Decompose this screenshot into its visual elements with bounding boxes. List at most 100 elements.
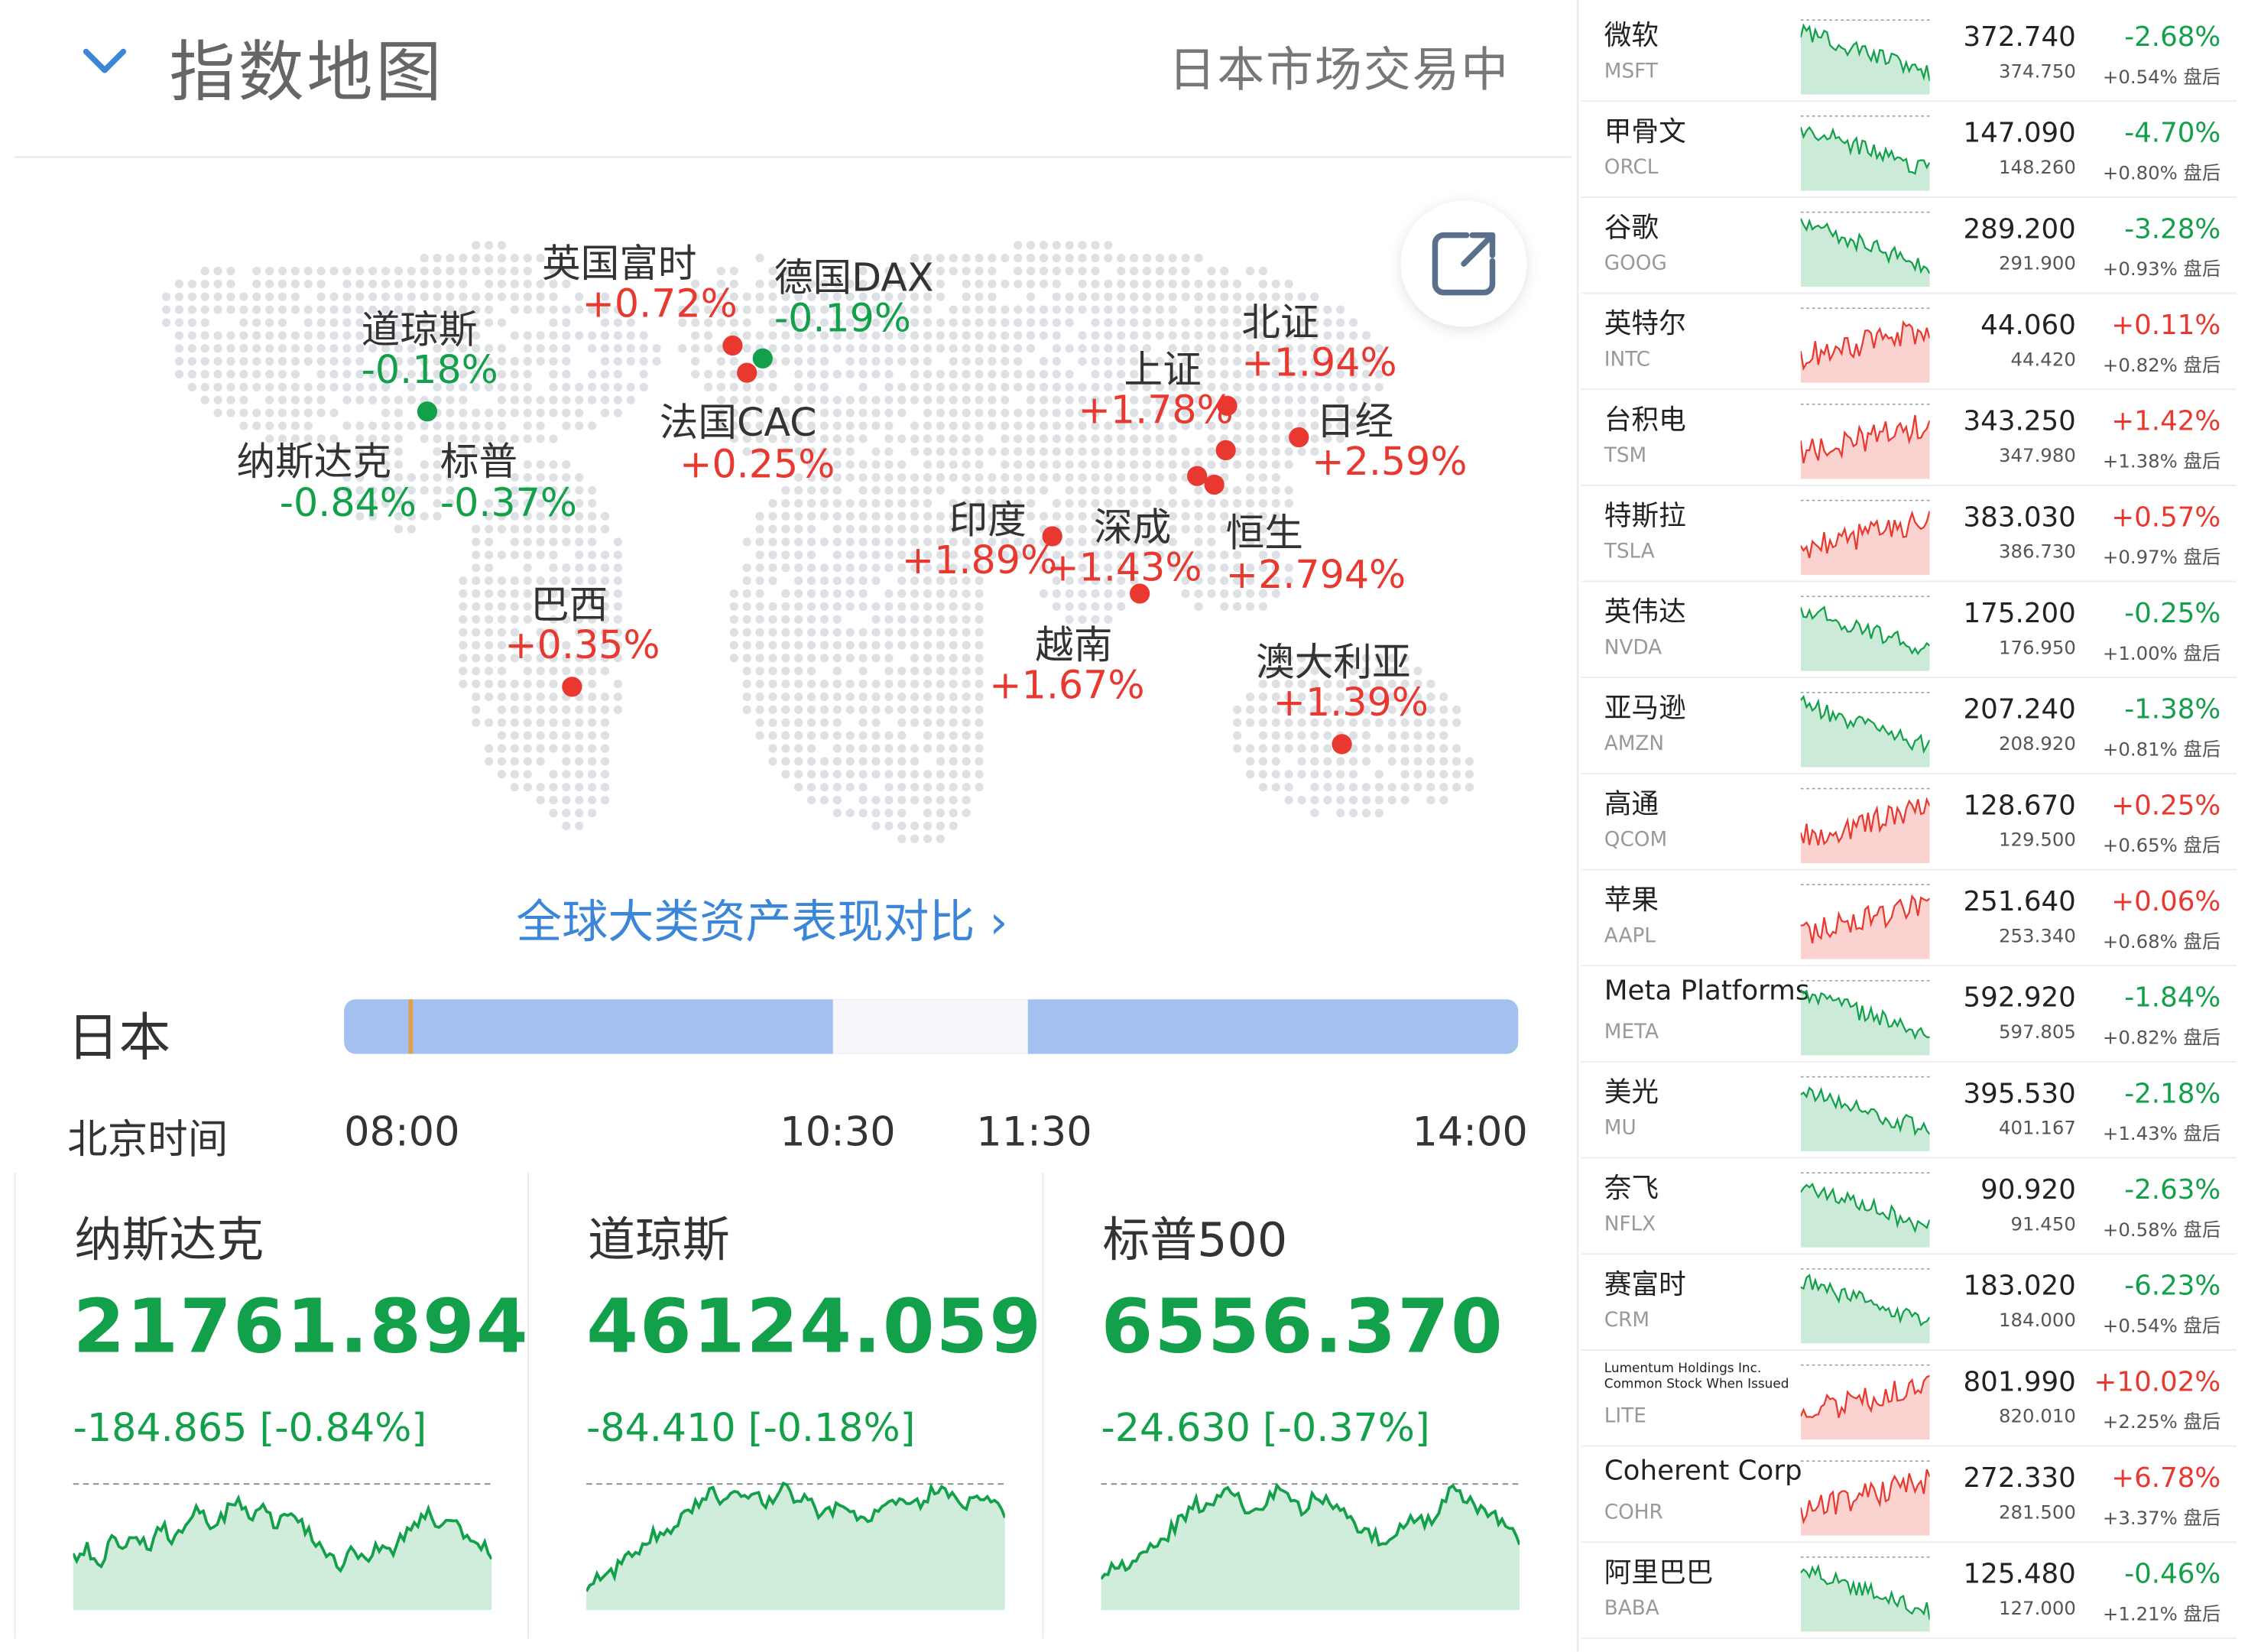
stock-ticker: META [1604, 1021, 1659, 1044]
stock-row[interactable]: Meta Platforms META 592.920 -1.84% 597.805 +0… [1581, 966, 2237, 1063]
marker-value-india: +1.89% [901, 539, 1058, 584]
stock-sparkline [1800, 1076, 1930, 1152]
marker-dot-brazil[interactable] [562, 677, 582, 697]
stock-price: 90.920 [1980, 1174, 2076, 1206]
marker-dot-szse[interactable] [1129, 583, 1150, 604]
marker-dot-hsi[interactable] [1215, 440, 1236, 461]
stock-after-hours-price: 176.950 [1999, 638, 2076, 660]
marker-dot-india[interactable] [1042, 526, 1062, 547]
marker-dot-cac[interactable] [737, 362, 757, 383]
stock-after-hours-change: +0.58% 盘后 [2102, 1220, 2221, 1242]
marker-dot-australia[interactable] [1332, 734, 1352, 755]
stock-after-hours-price: 253.340 [1999, 926, 2076, 948]
stock-row[interactable]: 奈飞 NFLX 90.920 -2.63% 91.450 +0.58% 盘后 [1581, 1158, 2237, 1255]
stock-name: Coherent Corp [1604, 1455, 1802, 1487]
stock-row[interactable]: 微软 MSFT 372.740 -2.68% 374.750 +0.54% 盘后 [1581, 6, 2237, 102]
stock-row[interactable]: 特斯拉 TSLA 383.030 +0.57% 386.730 +0.97% 盘后 [1581, 486, 2237, 583]
stock-row[interactable]: 甲骨文 ORCL 147.090 -4.70% 148.260 +0.80% 盘后 [1581, 102, 2237, 198]
stock-after-hours-price: 91.450 [2010, 1214, 2076, 1236]
stock-price: 592.920 [1963, 982, 2076, 1014]
stock-row[interactable]: 英伟达 NVDA 175.200 -0.25% 176.950 +1.00% 盘后 [1581, 582, 2237, 679]
index-sparkline [1101, 1482, 1520, 1611]
marker-name-cac: 法国CAC [659, 401, 817, 446]
timezone-label: 北京时间 [67, 1115, 229, 1164]
marker-dot-extra-1[interactable] [1186, 466, 1208, 486]
stock-sparkline [1800, 115, 1930, 191]
sparkline-area [1800, 25, 1930, 95]
sparkline-area [1800, 896, 1930, 959]
stock-change-pct: +10.02% [2094, 1366, 2221, 1398]
stock-ticker: QCOM [1604, 829, 1668, 852]
stock-after-hours-price: 291.900 [1999, 253, 2076, 276]
sparkline-area [1800, 511, 1930, 576]
sparkline-line [1800, 1274, 1930, 1327]
stock-after-hours-price: 347.980 [1999, 446, 2076, 468]
sparkline-area [1800, 1184, 1930, 1248]
sparkline-area [1101, 1485, 1520, 1611]
stock-row[interactable]: 亚马逊 AMZN 207.240 -1.38% 208.920 +0.81% 盘后 [1581, 678, 2237, 774]
index-sparkline [73, 1483, 492, 1611]
stock-sparkline [1800, 404, 1930, 479]
stock-row[interactable]: 赛富时 CRM 183.020 -6.23% 184.000 +0.54% 盘后 [1581, 1254, 2237, 1351]
marker-dot-nikkei[interactable] [1289, 427, 1309, 448]
index-card-nasdaq[interactable]: 纳斯达克 21761.894 -184.865 [-0.84%] [14, 1173, 528, 1639]
stock-after-hours-price: 148.260 [1999, 157, 2076, 180]
stock-change-pct: +6.78% [2111, 1462, 2221, 1495]
stock-after-hours-change: +0.82% 盘后 [2102, 1027, 2221, 1050]
stock-change-pct: -1.84% [2124, 982, 2221, 1014]
stock-ticker: AAPL [1604, 924, 1656, 948]
stock-after-hours-price: 374.750 [1999, 61, 2076, 83]
chevron-down-icon[interactable] [80, 41, 129, 81]
stock-sparkline [1800, 980, 1930, 1056]
stock-row[interactable]: Coherent Corp COHR 272.330 +6.78% 281.500 +3.… [1581, 1446, 2237, 1543]
marker-name-dow: 道琼斯 [361, 308, 478, 353]
stock-ticker: MSFT [1604, 60, 1658, 83]
stock-row[interactable]: 台积电 TSM 343.250 +1.42% 347.980 +1.38% 盘后 [1581, 390, 2237, 486]
marker-dot-dax[interactable] [752, 348, 773, 369]
index-card-dow[interactable]: 道琼斯 46124.059 -84.410 [-0.18%] [527, 1173, 1041, 1639]
marker-name-australia: 澳大利亚 [1256, 641, 1411, 686]
stock-price: 289.200 [1963, 213, 2076, 245]
share-button[interactable] [1400, 200, 1527, 327]
stock-row[interactable]: 谷歌 GOOG 289.200 -3.28% 291.900 +0.93% 盘后 [1581, 198, 2237, 294]
marker-value-dow: -0.18% [361, 348, 498, 393]
index-name: 纳斯达克 [74, 1211, 264, 1268]
stock-row[interactable]: Lumentum Holdings Inc. Common Stock When… [1581, 1351, 2237, 1447]
stock-price: 372.740 [1963, 21, 2076, 54]
marker-name-nikkei: 日经 [1315, 400, 1394, 445]
stock-row[interactable]: 苹果 AAPL 251.640 +0.06% 253.340 +0.68% 盘后 [1581, 870, 2237, 967]
stock-name: 谷歌 [1604, 212, 1659, 244]
marker-name-sse: 上证 [1124, 348, 1202, 393]
stock-after-hours-change: +0.54% 盘后 [2102, 67, 2221, 89]
stock-row[interactable]: 高通 QCOM 128.670 +0.25% 129.500 +0.65% 盘后 [1581, 774, 2237, 871]
stock-price: 147.090 [1963, 117, 2076, 150]
stock-row[interactable]: 美光 MU 395.530 -2.18% 401.167 +1.43% 盘后 [1581, 1063, 2237, 1159]
marker-name-dax: 德国DAX [774, 256, 934, 301]
marker-dot-extra-2[interactable] [1204, 474, 1225, 495]
sparkline-line [1800, 1375, 1930, 1419]
sparkline-area [1800, 1469, 1930, 1536]
marker-dot-sse[interactable] [1217, 395, 1238, 416]
stock-after-hours-price: 129.500 [1999, 829, 2076, 852]
marker-dot-ftse[interactable] [722, 335, 743, 356]
header-divider [14, 156, 1572, 158]
compare-assets-link[interactable]: 全球大类资产表现对比 › [516, 894, 1008, 949]
stock-after-hours-change: +1.43% 盘后 [2102, 1124, 2221, 1146]
sparkline-line [1800, 989, 1930, 1040]
marker-dot-dow[interactable] [417, 401, 438, 422]
stock-price: 44.060 [1980, 310, 2076, 342]
index-card-sp500[interactable]: 标普500 6556.370 -24.630 [-0.37%] [1042, 1173, 1553, 1639]
marker-name-india: 印度 [949, 498, 1027, 544]
stock-name: Lumentum Holdings Inc. Common Stock When… [1604, 1362, 1789, 1393]
stock-after-hours-change: +0.93% 盘后 [2102, 259, 2221, 281]
panel-divider [1577, 0, 1579, 1652]
stock-row[interactable]: 阿里巴巴 BABA 125.480 -0.46% 127.000 +1.21% 盘后 [1581, 1543, 2237, 1639]
marker-name-hsi: 恒生 [1225, 511, 1303, 557]
stock-ticker: MU [1604, 1117, 1637, 1141]
stock-change-pct: -2.63% [2124, 1174, 2221, 1206]
stock-row[interactable]: 英特尔 INTC 44.060 +0.11% 44.420 +0.82% 盘后 [1581, 294, 2237, 391]
stock-sparkline [1800, 307, 1930, 383]
stock-name: 阿里巴巴 [1604, 1556, 1714, 1589]
time-open: 08:00 [344, 1108, 460, 1156]
